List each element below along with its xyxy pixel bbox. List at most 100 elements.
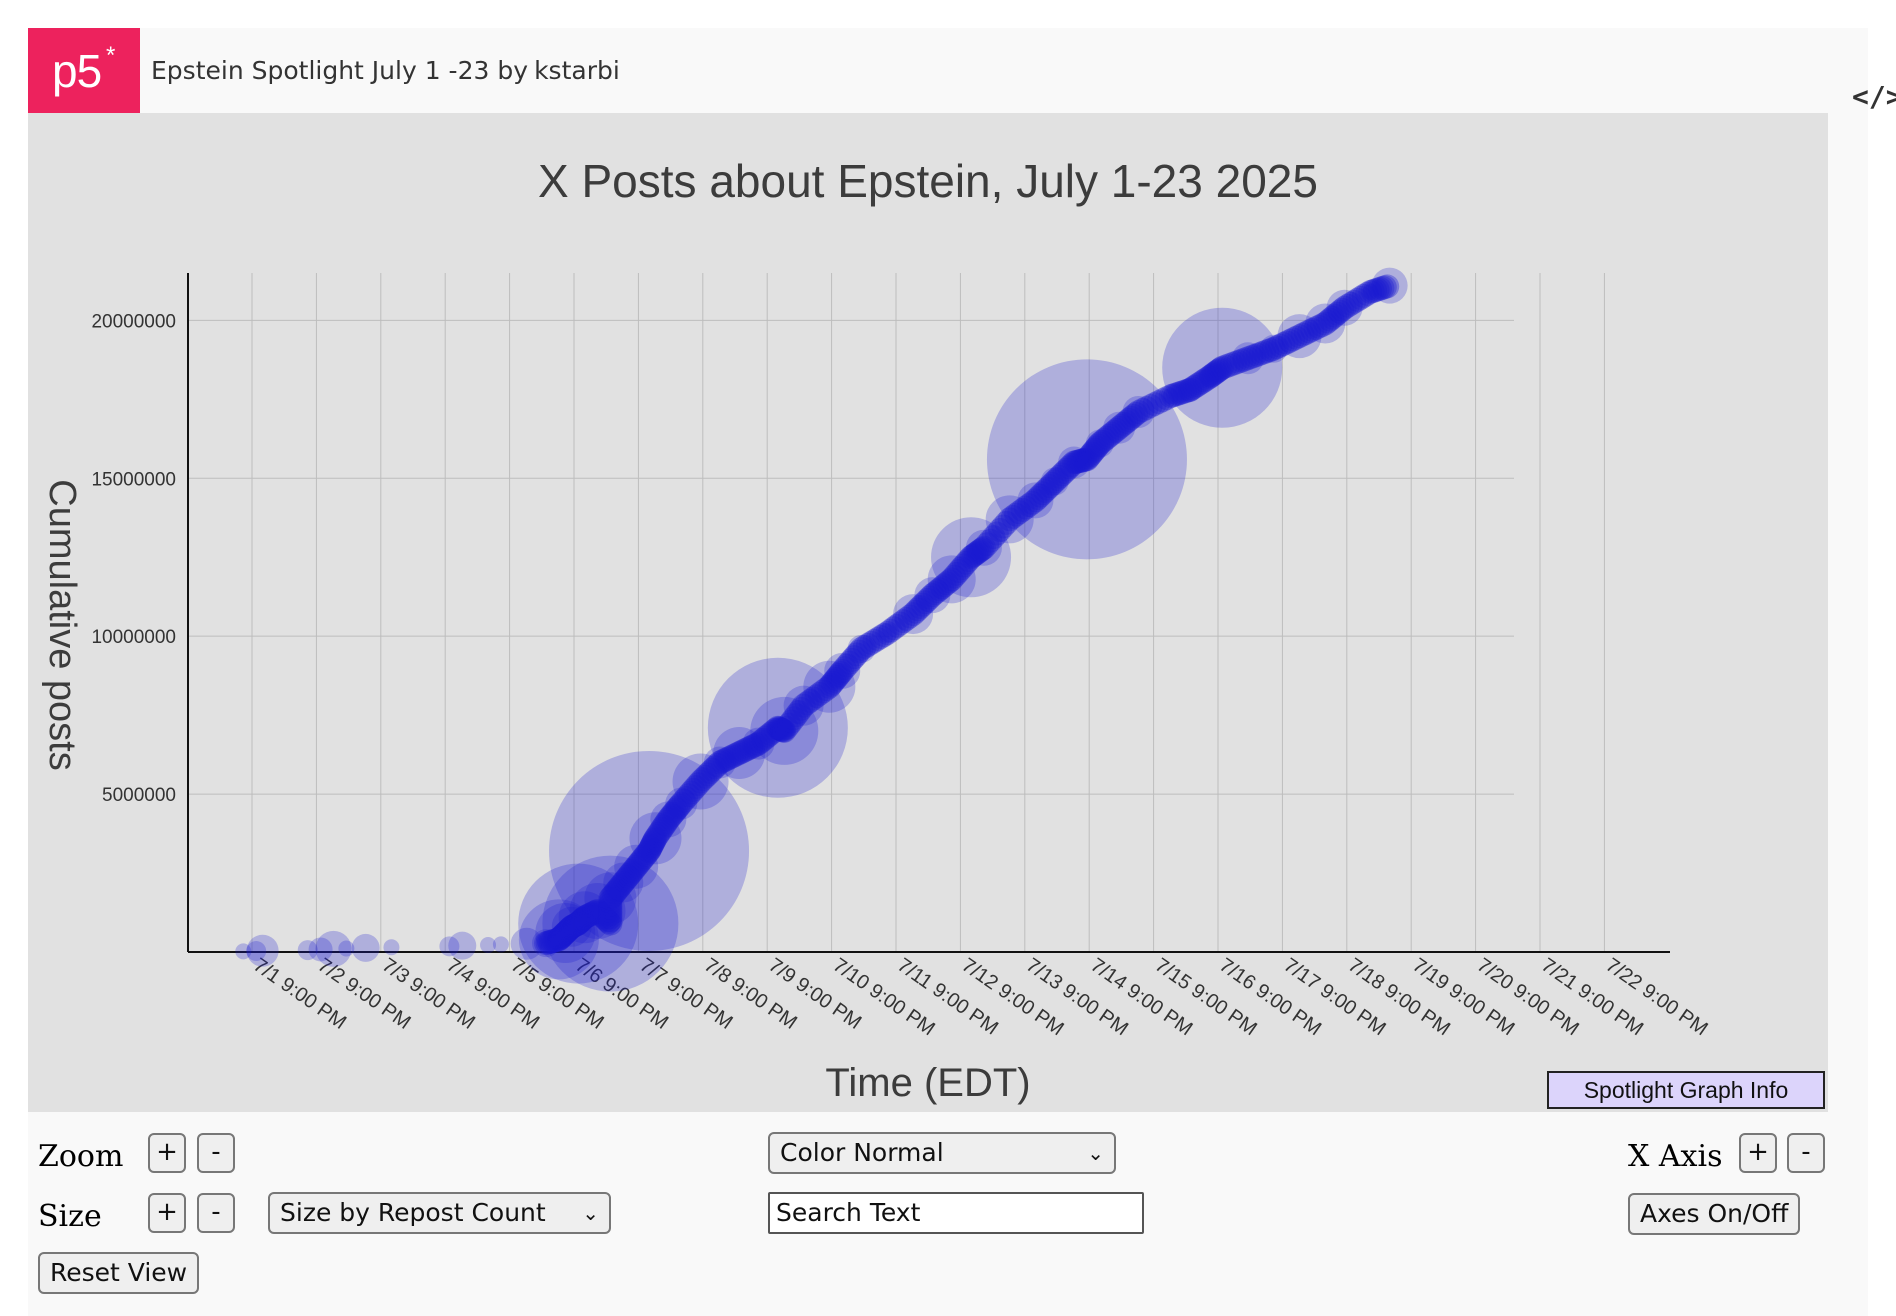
data-point [671, 788, 696, 813]
data-point [888, 611, 913, 636]
data-point [549, 924, 574, 949]
data-point [770, 718, 795, 743]
data-point [1073, 447, 1098, 472]
data-point [545, 927, 570, 952]
data-point [654, 809, 679, 834]
data-point [552, 921, 577, 946]
data-point [908, 594, 933, 619]
data-point [985, 495, 1034, 544]
data-point [1300, 317, 1325, 342]
data-point [901, 602, 926, 627]
x-axis-plus-button[interactable]: + [1739, 1133, 1777, 1173]
size-mode-select[interactable]: Size by Repost Count ⌄ [268, 1192, 611, 1234]
data-point [1130, 397, 1155, 422]
data-point [653, 812, 678, 837]
data-point [598, 902, 623, 927]
spotlight-graph-info-button[interactable]: Spotlight Graph Info [1547, 1071, 1825, 1109]
data-point [550, 924, 575, 949]
data-point [791, 693, 816, 718]
data-point [1277, 314, 1322, 359]
data-point [1182, 374, 1207, 399]
data-point [1351, 283, 1376, 308]
data-point [1168, 381, 1193, 406]
data-point [872, 623, 897, 648]
data-point [518, 899, 599, 980]
data-point [666, 795, 691, 820]
zoom-out-button[interactable]: - [197, 1133, 235, 1173]
data-point [492, 936, 509, 953]
data-point [894, 606, 919, 631]
reset-view-button[interactable]: Reset View [38, 1252, 200, 1294]
data-point [1054, 457, 1079, 482]
chevron-down-icon: ⌄ [582, 1201, 599, 1225]
data-point [1330, 297, 1355, 322]
data-point [878, 618, 903, 643]
data-point [315, 930, 352, 967]
data-point [844, 642, 869, 667]
data-point [1124, 401, 1149, 426]
data-point [664, 797, 689, 822]
data-point [1210, 355, 1235, 380]
data-point [688, 769, 713, 794]
p5-logo[interactable]: p5 * [28, 28, 140, 113]
data-point [932, 573, 957, 598]
data-point [1235, 346, 1260, 371]
data-point [569, 908, 594, 933]
x-axis-minus-button[interactable]: - [1787, 1133, 1825, 1173]
data-point [598, 908, 623, 933]
sketch-canvas[interactable]: 5000000 10000000 15000000 20000000 7/1 9:00 … [28, 113, 1828, 1112]
code-view-icon[interactable]: </> [1852, 80, 1896, 113]
data-point [1045, 467, 1070, 492]
data-point [1372, 275, 1397, 300]
color-mode-select[interactable]: Color Normal ⌄ [768, 1132, 1116, 1174]
data-point [518, 863, 639, 984]
data-point [559, 914, 584, 939]
data-point [532, 929, 560, 958]
axes-toggle-button[interactable]: Axes On/Off [1628, 1193, 1801, 1235]
data-point [1180, 376, 1205, 401]
data-point [235, 943, 252, 960]
data-point [1259, 334, 1288, 363]
data-point [798, 688, 823, 713]
data-point [1281, 327, 1306, 352]
data-point [832, 656, 857, 681]
data-point [1063, 450, 1088, 475]
size-up-button[interactable]: + [148, 1193, 186, 1233]
author-link[interactable]: kstarbi [534, 56, 620, 85]
data-point [1219, 352, 1244, 377]
data-point [642, 827, 667, 852]
y-tick-label: 5000000 [102, 785, 176, 806]
data-point [763, 717, 788, 742]
data-point [681, 777, 706, 802]
data-point [624, 854, 649, 879]
data-point [881, 616, 906, 641]
data-point [1047, 464, 1072, 489]
data-point [1239, 345, 1264, 370]
data-point [1087, 431, 1112, 456]
data-point [739, 735, 764, 760]
data-point [584, 872, 637, 925]
data-point [1325, 301, 1350, 326]
data-point [736, 736, 761, 761]
data-point [960, 544, 985, 569]
data-point [656, 807, 681, 832]
search-text-input[interactable]: Search Text [768, 1192, 1144, 1234]
size-down-button[interactable]: - [197, 1193, 235, 1233]
data-point [547, 926, 572, 951]
data-point [603, 880, 628, 905]
data-point [781, 706, 806, 731]
data-point [930, 575, 955, 600]
sketch-name[interactable]: Epstein Spotlight July 1 -23 [151, 56, 490, 85]
data-point [572, 905, 597, 930]
data-point [571, 906, 596, 931]
data-point [1083, 437, 1108, 462]
data-point [905, 597, 930, 622]
zoom-in-button[interactable]: + [148, 1133, 186, 1173]
data-point [646, 821, 671, 846]
color-mode-value: Color Normal [780, 1138, 944, 1167]
data-point [580, 901, 605, 926]
data-point [1320, 305, 1345, 330]
top-bar: p5 * Epstein Spotlight July 1 -23 by kstar… [28, 28, 1896, 113]
data-point [1192, 368, 1217, 393]
data-point [1081, 439, 1106, 464]
